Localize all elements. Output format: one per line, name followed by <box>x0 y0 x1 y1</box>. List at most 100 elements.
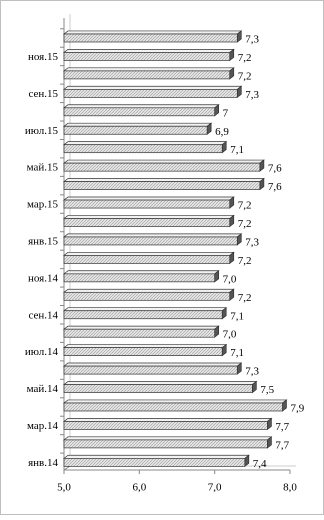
y-tick-label: сен.14 <box>28 309 58 321</box>
bar <box>62 67 235 80</box>
bar-face <box>63 125 208 135</box>
bar-face <box>63 255 231 264</box>
bar-face <box>63 384 253 393</box>
bar <box>62 399 288 412</box>
bar-face <box>62 159 265 164</box>
bar-face <box>62 307 228 312</box>
bar-face <box>62 233 243 238</box>
bar-face <box>62 67 235 72</box>
value-label: 7,2 <box>238 200 252 212</box>
value-label: 7,5 <box>260 384 274 396</box>
bar <box>62 159 265 172</box>
bar-face <box>62 215 235 219</box>
bar-face <box>62 178 265 182</box>
value-label: 7,3 <box>245 34 259 46</box>
x-tick-label: 6,0 <box>132 482 146 494</box>
value-label: 7,7 <box>275 421 289 433</box>
value-label: 7,7 <box>275 439 289 451</box>
bar <box>62 122 213 135</box>
bar-face <box>63 291 231 301</box>
y-tick-label: ноя.14 <box>28 272 58 284</box>
bar-face <box>62 418 273 422</box>
y-tick-label: май.15 <box>27 162 59 174</box>
bar <box>62 214 235 228</box>
bar <box>62 177 265 191</box>
value-label: 7,2 <box>238 255 252 267</box>
bar-face <box>63 88 238 98</box>
bar-face <box>62 381 258 385</box>
value-label: 7,3 <box>245 366 259 378</box>
bar-face <box>63 52 231 61</box>
value-label: 7,3 <box>245 89 259 101</box>
bar-face <box>63 144 223 154</box>
y-tick-label: мар.14 <box>27 420 59 432</box>
bar-face <box>62 270 220 275</box>
bar-face <box>62 196 235 201</box>
bar <box>62 251 235 265</box>
bar <box>62 140 228 154</box>
y-tick-label: ноя.15 <box>28 51 58 63</box>
value-label: 7,9 <box>290 403 304 415</box>
bar <box>62 48 235 62</box>
value-label: 7,2 <box>238 292 252 304</box>
bar-face <box>63 181 261 190</box>
value-label: 7,2 <box>238 52 252 64</box>
bar <box>62 270 220 283</box>
y-tick-label: май.14 <box>27 383 59 395</box>
x-tick-label: 7,0 <box>208 482 222 494</box>
y-tick-label: июл.15 <box>25 125 59 137</box>
bar-face <box>62 49 235 53</box>
bar-face <box>62 454 250 459</box>
bar-face <box>63 70 231 80</box>
x-tick-label: 8,0 <box>283 482 297 494</box>
value-label: 7,1 <box>230 144 244 156</box>
value-label: 7,3 <box>245 236 259 248</box>
bar-face <box>63 310 223 320</box>
bar-face <box>62 141 228 146</box>
bar-face <box>63 236 238 246</box>
bar <box>62 30 243 43</box>
bar <box>62 380 258 394</box>
value-label: 7,1 <box>230 347 244 359</box>
value-label: 7,2 <box>238 218 252 230</box>
value-label: 7,6 <box>268 163 282 175</box>
bar-face <box>63 107 216 117</box>
value-label: 7,1 <box>230 310 244 322</box>
value-label: 7,6 <box>268 181 282 193</box>
bar <box>62 306 228 320</box>
bar-face <box>63 328 216 338</box>
bar-face <box>63 199 231 209</box>
y-tick-label: июл.14 <box>25 346 59 358</box>
bar <box>62 196 235 209</box>
bar-face <box>63 439 268 449</box>
bar-face <box>62 30 243 35</box>
y-tick-label: мар.15 <box>27 199 59 211</box>
bar <box>62 343 228 357</box>
y-tick-label: сен.15 <box>28 88 58 100</box>
value-label: 7,0 <box>223 329 237 341</box>
y-tick-label: янв.15 <box>28 235 58 247</box>
bar <box>62 436 273 449</box>
bar-face <box>62 122 213 127</box>
bar-face <box>63 33 238 43</box>
bar-face <box>62 288 235 293</box>
bar <box>62 325 220 338</box>
bar-face <box>63 402 283 412</box>
bar <box>62 454 250 468</box>
value-label: 6,9 <box>215 126 229 138</box>
bar <box>62 362 243 375</box>
bar-face <box>62 399 288 404</box>
bar-face <box>63 347 223 356</box>
bar-face <box>63 365 238 375</box>
y-tick-label: янв.14 <box>28 457 58 469</box>
value-label: 7 <box>223 107 229 119</box>
bar-face <box>62 436 273 441</box>
bar <box>62 104 220 117</box>
bar <box>62 288 235 302</box>
x-tick-label: 5,0 <box>57 482 71 494</box>
bar-face <box>63 218 231 227</box>
value-label: 7,4 <box>253 458 267 470</box>
bar-face <box>62 104 220 109</box>
bar-face <box>63 162 261 172</box>
